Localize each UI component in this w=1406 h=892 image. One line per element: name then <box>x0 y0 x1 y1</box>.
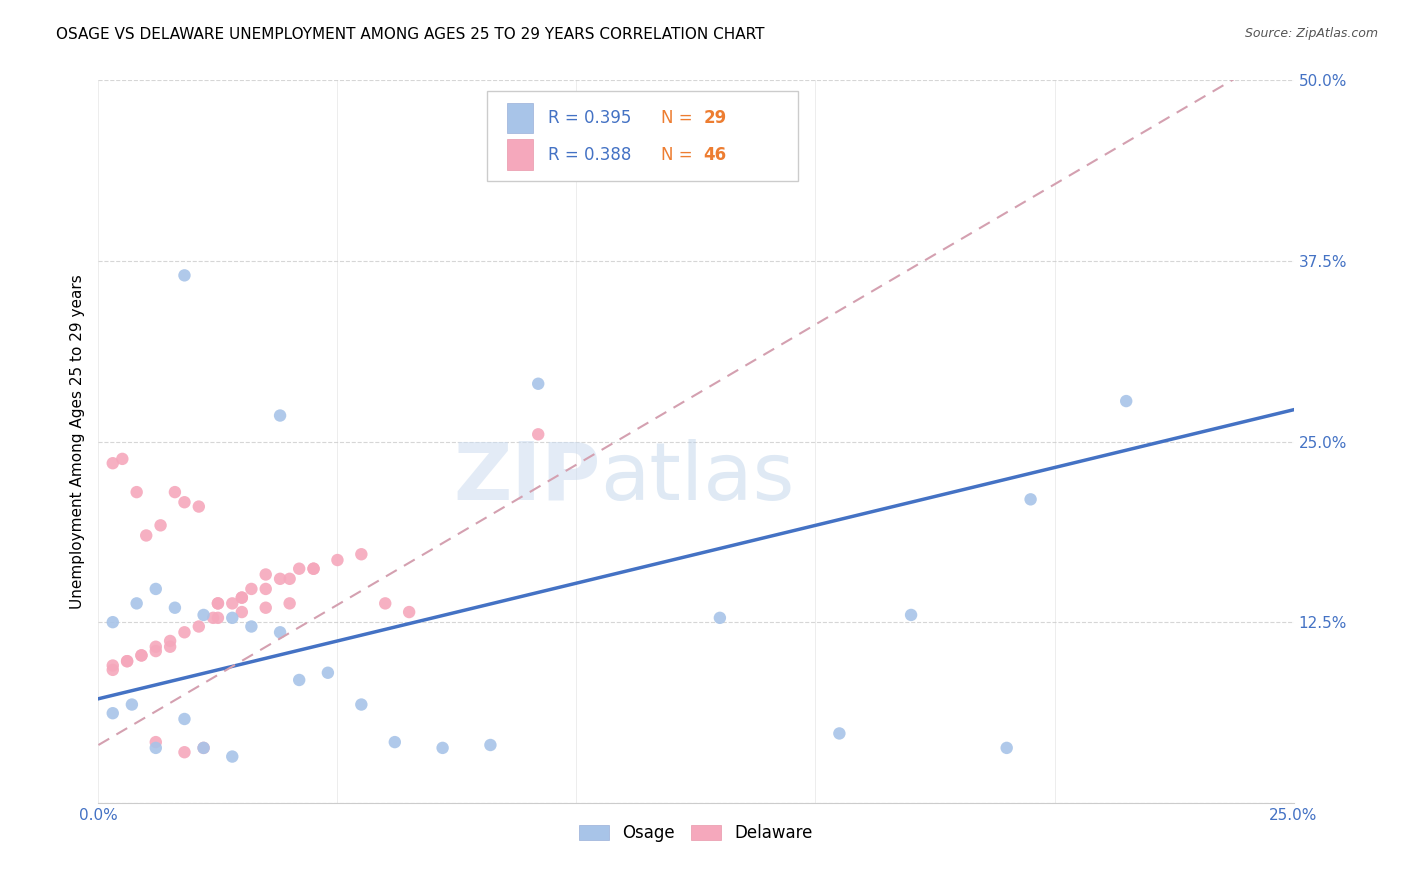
Point <box>101 615 124 630</box>
Point <box>828 726 851 740</box>
Point <box>432 740 454 755</box>
Point <box>115 654 138 668</box>
Point <box>709 611 731 625</box>
Point <box>326 553 349 567</box>
Point <box>527 427 550 442</box>
Point <box>254 582 277 596</box>
Point <box>145 640 167 654</box>
Text: ZIP: ZIP <box>453 439 600 516</box>
Point <box>193 740 215 755</box>
Point <box>207 596 229 610</box>
Point <box>231 591 253 605</box>
Point <box>350 547 373 561</box>
Point <box>254 600 277 615</box>
Point <box>159 634 181 648</box>
Point <box>995 740 1018 755</box>
Point <box>1115 394 1137 409</box>
Point <box>278 596 301 610</box>
Point <box>350 698 373 712</box>
Point <box>384 735 406 749</box>
Point <box>187 500 209 514</box>
Point <box>221 749 243 764</box>
Point <box>527 376 550 391</box>
Point <box>207 596 229 610</box>
Legend: Osage, Delaware: Osage, Delaware <box>572 817 820 848</box>
Point <box>479 738 502 752</box>
Point <box>254 567 277 582</box>
Point <box>1019 492 1042 507</box>
Point <box>131 648 153 663</box>
Point <box>163 485 186 500</box>
Point <box>159 640 181 654</box>
Point <box>316 665 339 680</box>
Point <box>269 625 291 640</box>
Point <box>149 518 172 533</box>
Point <box>115 654 138 668</box>
Y-axis label: Unemployment Among Ages 25 to 29 years: Unemployment Among Ages 25 to 29 years <box>69 274 84 609</box>
Point <box>145 644 167 658</box>
Point <box>374 596 396 610</box>
Point <box>202 611 225 625</box>
Point <box>900 607 922 622</box>
Point <box>288 673 311 687</box>
Point <box>101 663 124 677</box>
Point <box>145 740 167 755</box>
Text: N =: N = <box>661 145 699 163</box>
Point <box>231 605 253 619</box>
Text: OSAGE VS DELAWARE UNEMPLOYMENT AMONG AGES 25 TO 29 YEARS CORRELATION CHART: OSAGE VS DELAWARE UNEMPLOYMENT AMONG AGE… <box>56 27 765 42</box>
Point <box>193 740 215 755</box>
Point <box>207 611 229 625</box>
Bar <box>508 103 533 133</box>
Point <box>121 698 143 712</box>
Point <box>269 409 291 423</box>
Point <box>187 619 209 633</box>
Point <box>145 735 167 749</box>
Text: 46: 46 <box>703 145 727 163</box>
Text: R = 0.388: R = 0.388 <box>548 145 631 163</box>
Point <box>221 611 243 625</box>
Point <box>398 605 420 619</box>
Point <box>193 607 215 622</box>
Text: 29: 29 <box>703 109 727 127</box>
Text: Source: ZipAtlas.com: Source: ZipAtlas.com <box>1244 27 1378 40</box>
FancyBboxPatch shape <box>486 91 797 181</box>
Point <box>125 596 148 610</box>
Point <box>173 745 195 759</box>
Point <box>231 591 253 605</box>
Point <box>101 456 124 470</box>
Point <box>221 596 243 610</box>
Point <box>278 572 301 586</box>
Point <box>173 712 195 726</box>
Point <box>101 658 124 673</box>
Point <box>302 562 325 576</box>
Point <box>135 528 157 542</box>
Point <box>111 451 134 466</box>
Point <box>131 648 153 663</box>
Point <box>125 485 148 500</box>
Point <box>269 572 291 586</box>
Text: N =: N = <box>661 109 699 127</box>
Bar <box>508 139 533 169</box>
Point <box>101 706 124 721</box>
Point <box>145 582 167 596</box>
Point <box>173 625 195 640</box>
Point <box>163 600 186 615</box>
Point <box>302 562 325 576</box>
Point <box>173 268 195 283</box>
Point <box>240 619 263 633</box>
Text: atlas: atlas <box>600 439 794 516</box>
Point <box>240 582 263 596</box>
Text: R = 0.395: R = 0.395 <box>548 109 631 127</box>
Point <box>288 562 311 576</box>
Point <box>173 495 195 509</box>
